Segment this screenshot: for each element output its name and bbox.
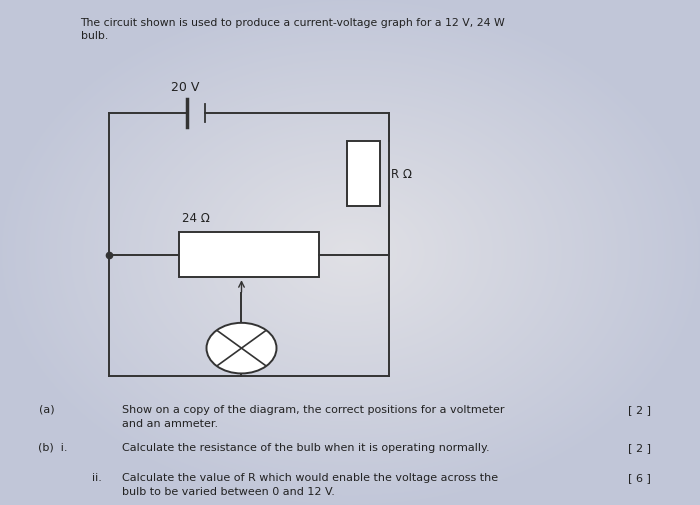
Text: [ 2 ]: [ 2 ] bbox=[628, 442, 651, 452]
Text: Calculate the resistance of the bulb when it is operating normally.: Calculate the resistance of the bulb whe… bbox=[122, 442, 490, 452]
Bar bbox=[178, 232, 318, 278]
Text: The circuit shown is used to produce a current-voltage graph for a 12 V, 24 W
bu: The circuit shown is used to produce a c… bbox=[80, 18, 505, 41]
Text: [ 6 ]: [ 6 ] bbox=[628, 472, 651, 482]
Text: [ 2 ]: [ 2 ] bbox=[628, 404, 651, 414]
Bar bbox=[346, 141, 380, 207]
Text: ii.: ii. bbox=[92, 472, 102, 482]
Text: Show on a copy of the diagram, the correct positions for a voltmeter
and an amme: Show on a copy of the diagram, the corre… bbox=[122, 404, 505, 428]
Circle shape bbox=[206, 323, 276, 374]
Text: R Ω: R Ω bbox=[391, 168, 412, 181]
Text: (b)  i.: (b) i. bbox=[38, 442, 68, 452]
Text: Calculate the value of R which would enable the voltage across the
bulb to be va: Calculate the value of R which would ena… bbox=[122, 472, 498, 496]
Text: (a): (a) bbox=[38, 404, 54, 414]
Text: 24 Ω: 24 Ω bbox=[182, 212, 210, 225]
Text: 20 V: 20 V bbox=[172, 80, 200, 93]
